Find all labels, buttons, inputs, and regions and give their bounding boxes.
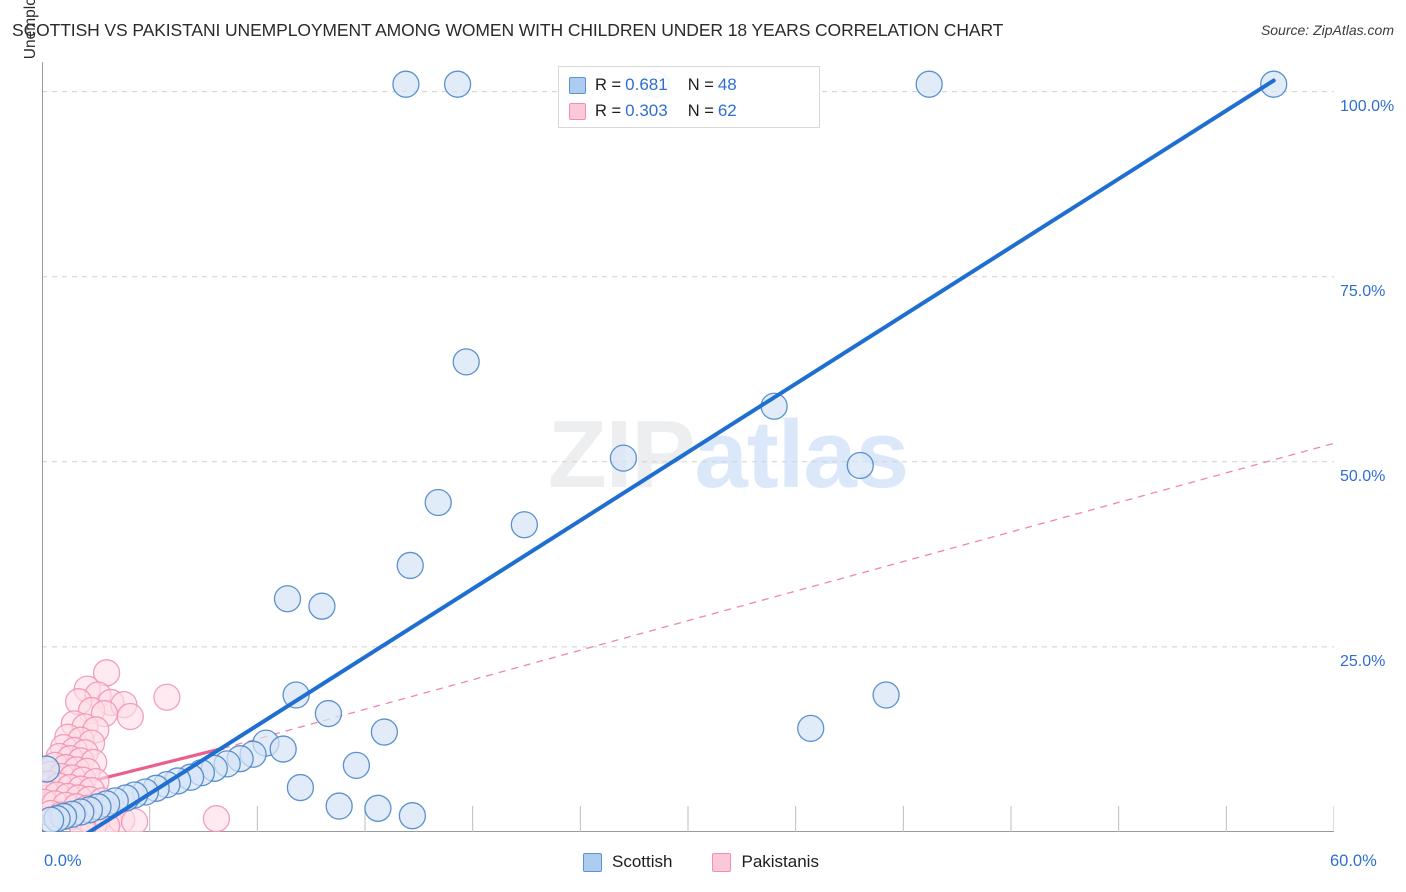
data-point-scottish[interactable] — [609, 444, 638, 472]
swatch-pakistanis-icon — [569, 102, 586, 120]
y-axis-title: Unemployment Among Women with Children U… — [18, 0, 44, 180]
data-point-scottish[interactable] — [797, 714, 825, 742]
r-value-pakistanis: 0.303 — [625, 101, 668, 120]
x-tick-max: 60.0% — [1330, 852, 1377, 870]
data-point-scottish[interactable] — [325, 792, 353, 820]
r-label-pakistanis: R = — [595, 101, 622, 120]
legend-item-scottish[interactable]: Scottish — [583, 852, 672, 872]
swatch-scottish-icon — [569, 76, 586, 94]
legend-label-pakistanis: Pakistanis — [741, 852, 819, 871]
stats-row-pakistanis: R = 0.303 N = 62 — [569, 98, 809, 124]
r-label-scottish: R = — [595, 75, 622, 94]
data-point-scottish[interactable] — [42, 755, 60, 783]
data-point-scottish[interactable] — [915, 70, 943, 98]
data-point-scottish[interactable] — [308, 592, 336, 620]
data-point-scottish[interactable] — [282, 681, 310, 709]
data-point-scottish[interactable] — [364, 794, 392, 822]
stats-row-scottish: R = 0.681 N = 48 — [569, 72, 809, 98]
x-tick-min: 0.0% — [44, 852, 82, 870]
n-label-scottish: N = — [687, 75, 714, 94]
n-value-pakistanis: 62 — [717, 101, 737, 120]
data-point-scottish[interactable] — [396, 551, 424, 580]
data-point-pakistanis[interactable] — [116, 702, 144, 731]
data-point-scottish[interactable] — [392, 70, 420, 98]
data-point-pakistanis[interactable] — [153, 683, 181, 711]
series-legend: Scottish Pakistanis — [583, 850, 859, 874]
correlation-stats-legend: R = 0.681 N = 48 R = 0.303 N = 62 — [558, 66, 820, 128]
data-point-scottish[interactable] — [398, 802, 427, 830]
data-point-scottish[interactable] — [872, 681, 900, 709]
data-point-scottish[interactable] — [424, 488, 452, 517]
data-point-scottish[interactable] — [1260, 70, 1288, 98]
data-point-scottish[interactable] — [846, 451, 874, 480]
data-point-scottish[interactable] — [273, 585, 302, 613]
y-tick-label: 25.0% — [1340, 652, 1386, 670]
legend-swatch-pakistanis-icon — [712, 852, 732, 872]
data-point-scottish[interactable] — [370, 718, 399, 746]
data-point-scottish[interactable] — [42, 806, 65, 832]
scatter-svg — [42, 62, 1334, 832]
legend-item-pakistanis[interactable]: Pakistanis — [712, 852, 819, 872]
data-point-scottish[interactable] — [314, 699, 343, 728]
n-value-scottish: 48 — [717, 75, 737, 94]
data-point-pakistanis[interactable] — [202, 805, 231, 832]
page-title: SCOTTISH VS PAKISTANI UNEMPLOYMENT AMONG… — [12, 20, 1004, 40]
y-tick-label: 75.0% — [1340, 282, 1386, 300]
data-point-pakistanis[interactable] — [120, 807, 149, 832]
plot-area — [42, 62, 1334, 832]
data-point-scottish[interactable] — [269, 735, 297, 763]
data-point-scottish[interactable] — [443, 70, 472, 98]
legend-swatch-scottish-icon — [583, 852, 602, 872]
y-tick-label: 50.0% — [1340, 467, 1386, 485]
y-axis-title-container: Unemployment Among Women with Children U… — [8, 0, 39, 840]
source-label: Source: ZipAtlas.com — [1260, 22, 1394, 38]
data-point-scottish[interactable] — [452, 348, 480, 376]
r-value-scottish: 0.681 — [625, 75, 668, 94]
data-point-scottish[interactable] — [342, 751, 371, 780]
trendline-scottish — [85, 78, 1276, 832]
legend-label-scottish: Scottish — [612, 852, 673, 871]
n-label-pakistanis: N = — [687, 101, 714, 120]
data-point-scottish[interactable] — [286, 773, 315, 802]
data-point-scottish[interactable] — [510, 511, 538, 539]
y-tick-label: 100.0% — [1340, 97, 1395, 115]
trendline-pakistanis-dashed — [222, 442, 1334, 749]
